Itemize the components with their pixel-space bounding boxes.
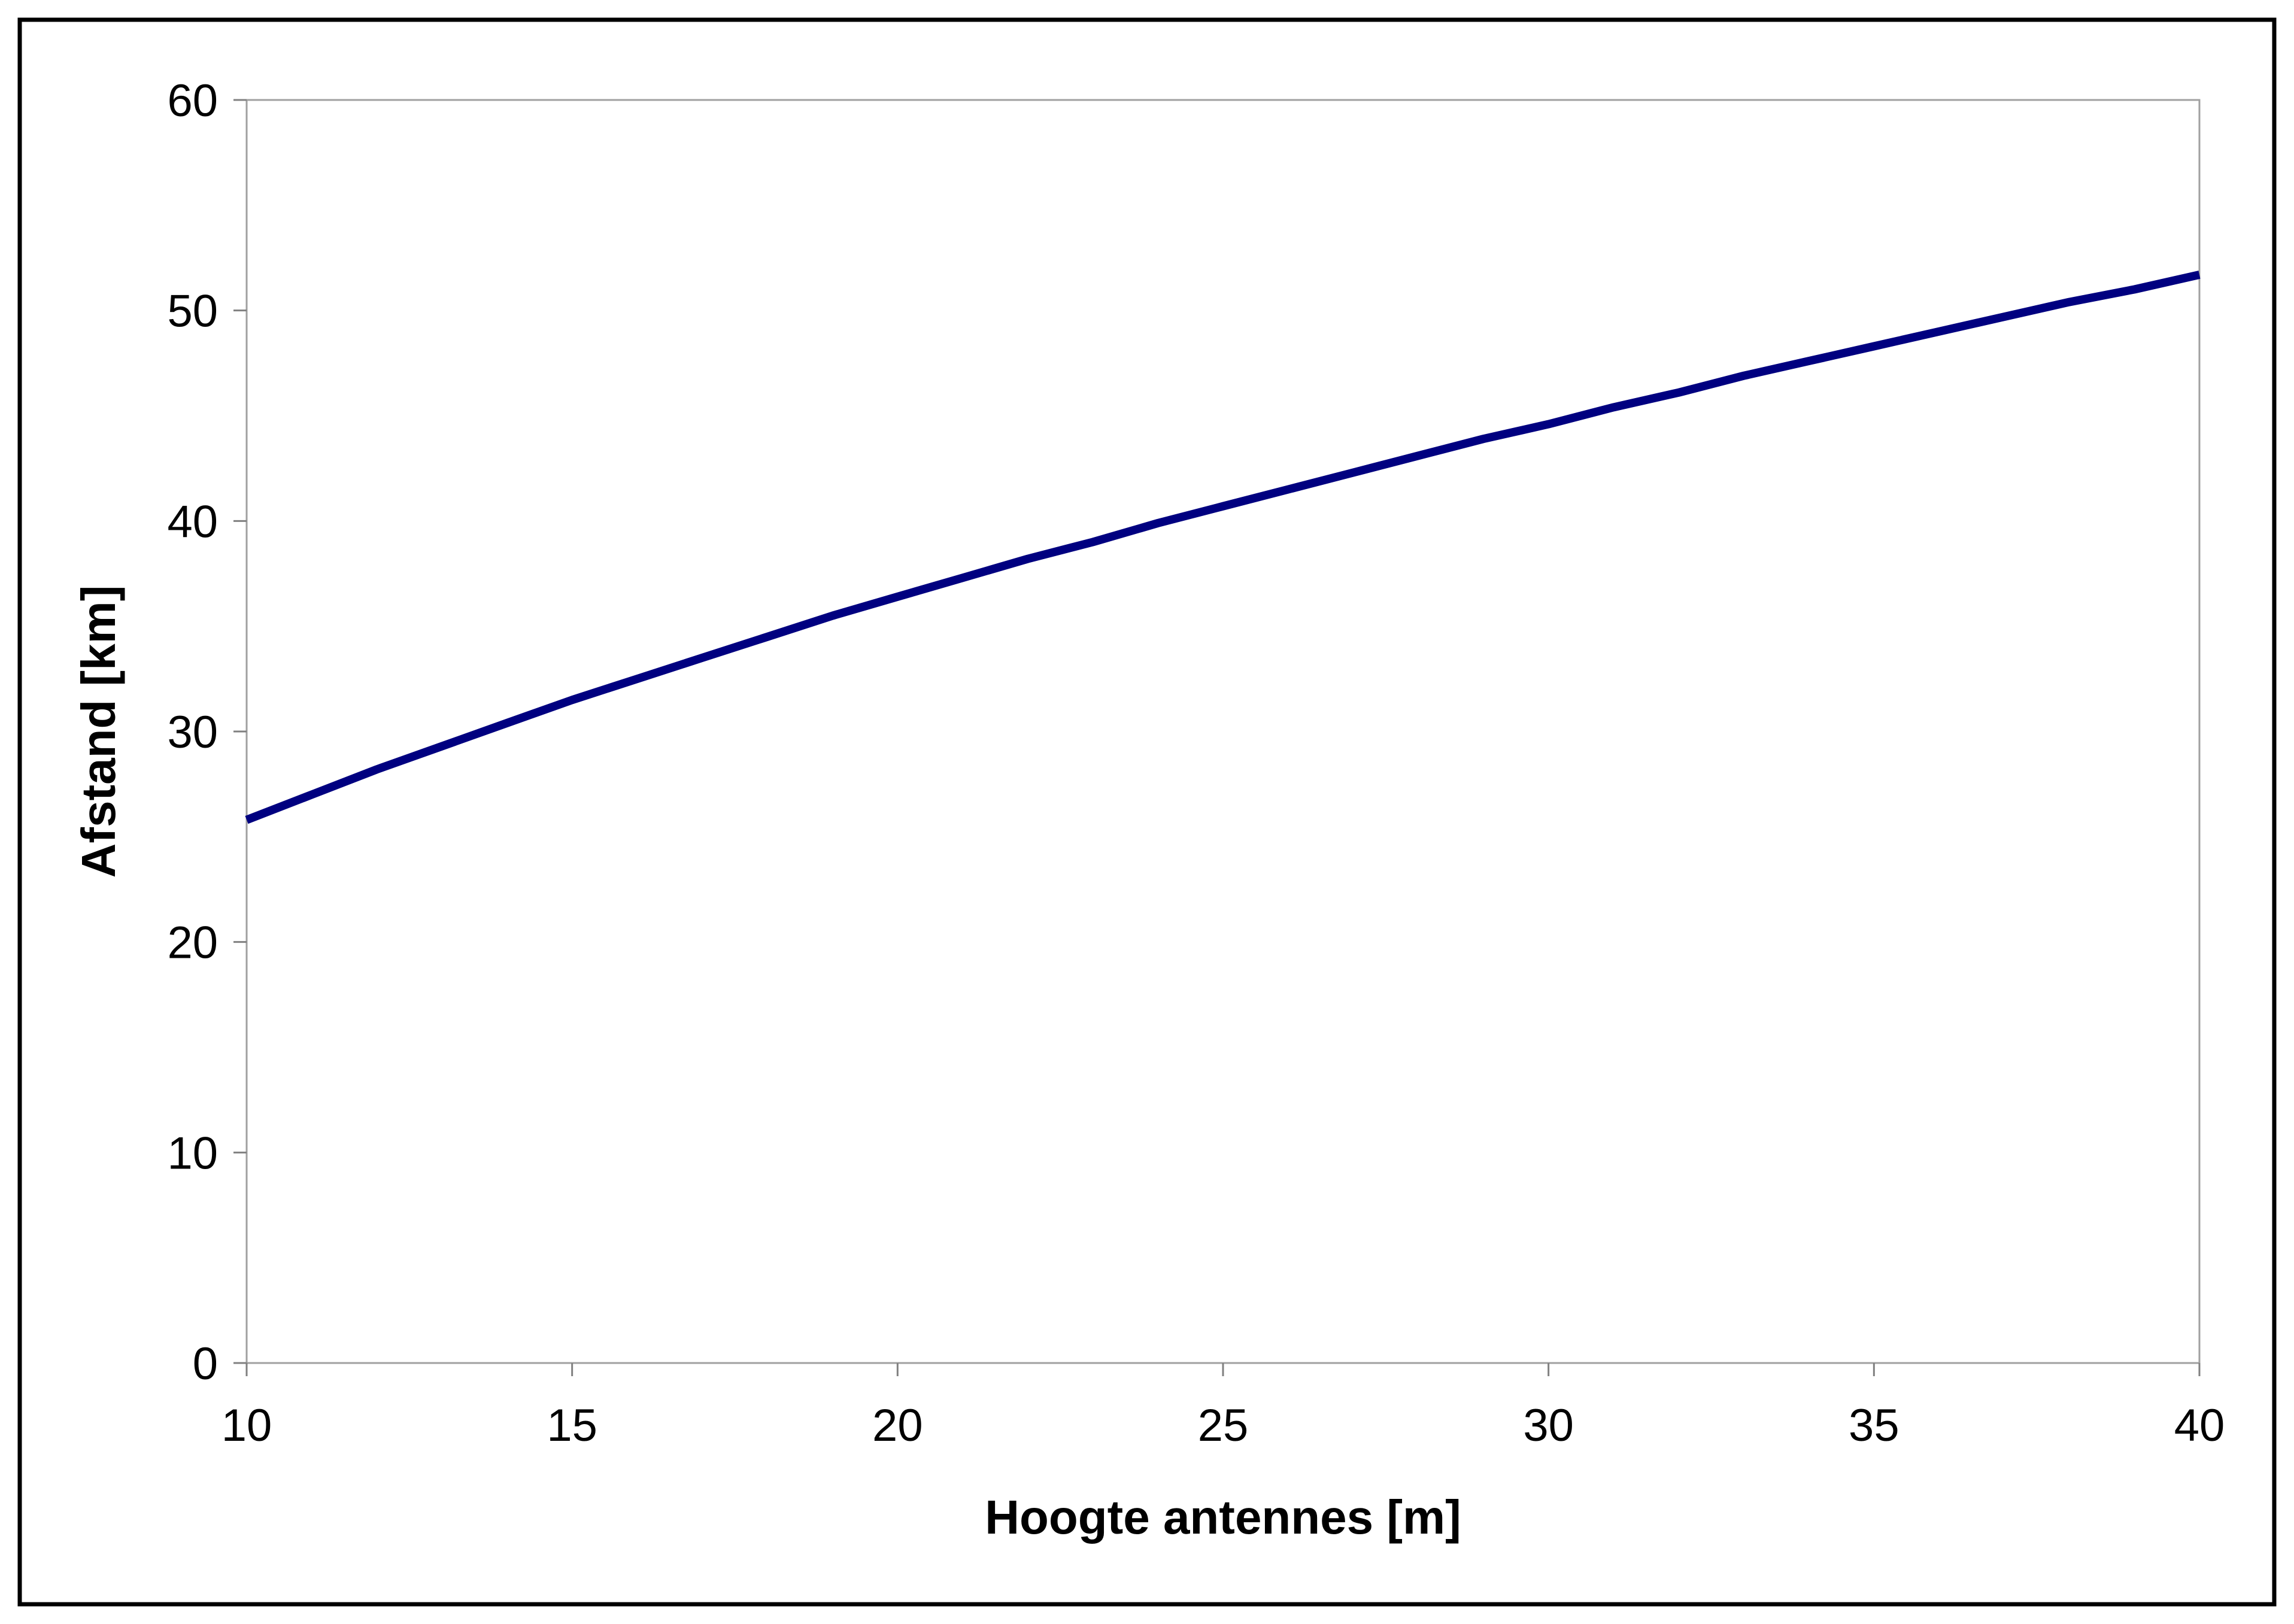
y-tick-label: 10 bbox=[167, 1128, 218, 1179]
x-tick-label: 15 bbox=[547, 1400, 597, 1451]
x-axis: 10 15 20 25 30 35 40 bbox=[221, 1363, 2225, 1451]
y-tick-label: 40 bbox=[167, 496, 218, 547]
y-tick-label: 50 bbox=[167, 286, 218, 337]
y-axis-title: Afstand [km] bbox=[72, 585, 125, 878]
y-axis: 0 10 20 30 40 50 60 bbox=[167, 75, 247, 1389]
series-line bbox=[245, 271, 2201, 824]
y-tick-label: 60 bbox=[167, 75, 218, 126]
x-tick-label: 30 bbox=[1523, 1400, 1574, 1451]
x-tick-label: 35 bbox=[1849, 1400, 1899, 1451]
y-tick-label: 30 bbox=[167, 707, 218, 758]
x-axis-title: Hoogte antennes [m] bbox=[985, 1491, 1461, 1544]
series-layer bbox=[245, 271, 2201, 824]
chart-border bbox=[17, 17, 2277, 1607]
x-tick-label: 25 bbox=[1198, 1400, 1249, 1451]
y-tick-label: 20 bbox=[167, 918, 218, 969]
x-tick-label: 40 bbox=[2174, 1400, 2225, 1451]
x-tick-label: 10 bbox=[221, 1400, 272, 1451]
x-tick-label: 20 bbox=[872, 1400, 923, 1451]
y-tick-label: 0 bbox=[193, 1338, 218, 1389]
